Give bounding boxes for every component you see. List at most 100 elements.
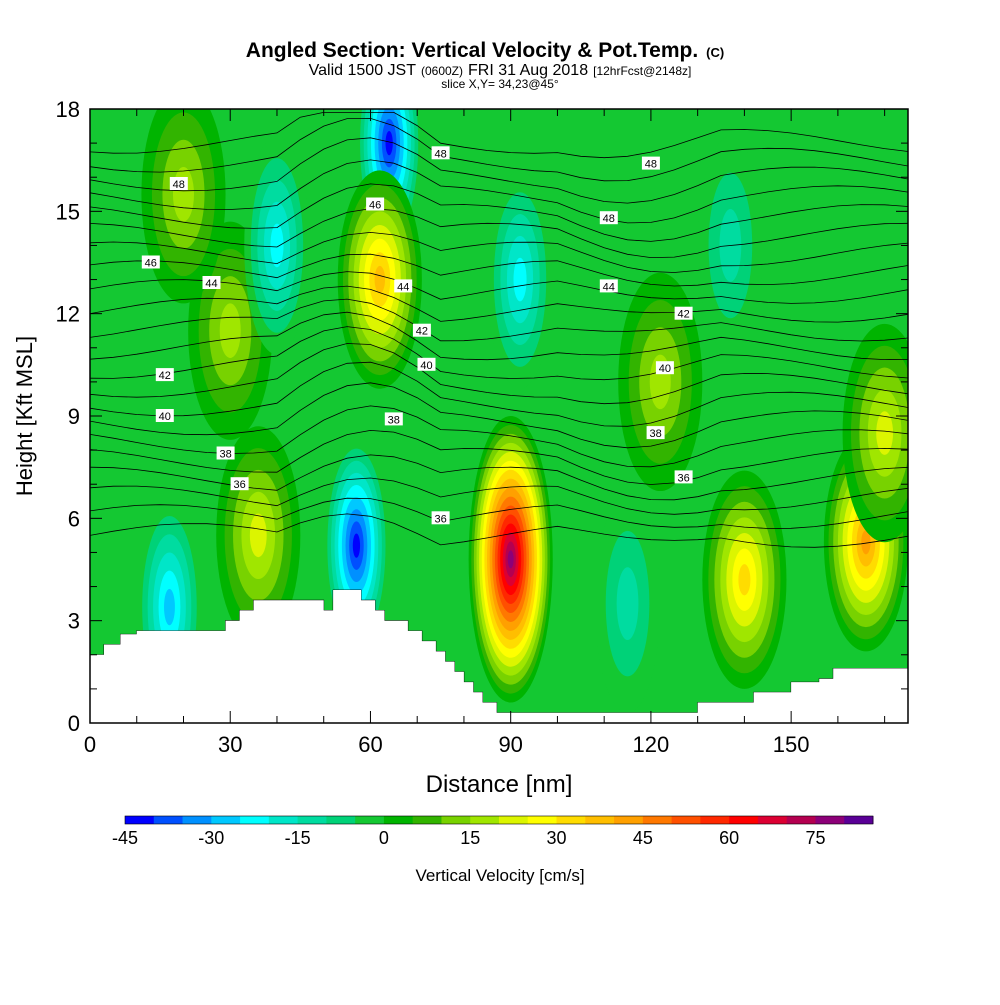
colorbar-swatch	[182, 816, 212, 824]
velocity-contour-band	[385, 130, 393, 156]
x-tick-label: 60	[358, 732, 382, 757]
isentrope-label: 40	[417, 357, 436, 372]
colorbar-swatch	[153, 816, 184, 824]
isentrope-line	[90, 326, 908, 381]
y-tick-label: 12	[56, 302, 80, 327]
isentrope-label-box	[155, 409, 174, 422]
isentrope-label: 46	[366, 197, 385, 212]
isentrope-label: 42	[155, 368, 174, 382]
colorbar-swatch	[355, 816, 385, 824]
velocity-cell	[337, 170, 422, 389]
chart-title: Angled Section: Vertical Velocity & Pot.…	[246, 39, 724, 62]
isentrope-label-text: 40	[420, 360, 432, 372]
colorbar: -45 -30 -15 0 15 30 45 60 75	[112, 815, 874, 848]
isentrope-label: 38	[216, 446, 235, 461]
isentrope-line	[90, 497, 908, 529]
isentrope-line	[90, 271, 908, 304]
isentrope-label-text: 38	[649, 428, 661, 440]
velocity-contour-band	[172, 166, 195, 222]
x-tick-label: 120	[633, 732, 670, 757]
colorbar-tick-label: 60	[719, 828, 739, 848]
isentrope-label-box	[216, 446, 235, 460]
colorbar-swatch	[499, 816, 529, 824]
x-tick-label: 30	[218, 732, 242, 757]
velocity-cell	[141, 109, 226, 304]
isentrope-label: 38	[646, 426, 665, 440]
velocity-cell	[487, 170, 553, 389]
isentrope-label: 48	[169, 177, 188, 191]
velocity-contour-band	[164, 588, 175, 626]
x-axis-label: Distance [nm]	[426, 771, 573, 798]
isentrope-label: 42	[412, 323, 431, 338]
isentrope-label: 38	[384, 412, 403, 426]
isentrope-label: 48	[641, 156, 660, 171]
isentrope-label-box	[674, 306, 693, 320]
isentrope-label-text: 42	[416, 326, 428, 338]
isentrope-label-text: 42	[677, 309, 689, 321]
isentrope-label-text: 44	[397, 281, 409, 293]
isentrope-line	[90, 183, 908, 242]
colorbar-swatch	[614, 816, 644, 824]
y-axis-label: Height [Kft MSL]	[12, 336, 37, 496]
isentrope-labels: 48 46 44 42 40 38 36 46 44 42 40 38 36 48 48 48 44 42 40 38…	[141, 146, 693, 525]
colorbar-swatch	[844, 816, 874, 824]
colorbar-swatch	[326, 816, 356, 824]
y-tick-label: 15	[56, 199, 80, 224]
velocity-contour-band	[374, 265, 386, 294]
isentrope-label-box	[169, 177, 188, 190]
isentrope-label-text: 48	[173, 179, 185, 191]
colorbar-swatch	[412, 816, 442, 824]
isentrope-line	[90, 298, 908, 342]
isentrope-line	[90, 137, 908, 204]
isentrope-line	[90, 454, 908, 501]
isentrope-label-text: 42	[159, 370, 171, 382]
isentrope-label-text: 38	[388, 414, 400, 426]
isentrope-label: 36	[431, 511, 450, 525]
isentrope-label-box	[599, 211, 618, 225]
isentrope-line	[90, 231, 908, 273]
y-tick-label: 9	[68, 404, 80, 429]
velocity-contour-band	[876, 411, 894, 455]
isentrope-label-box	[674, 470, 693, 484]
isentrope-line	[90, 361, 908, 427]
isentrope-label-text: 48	[434, 148, 446, 160]
velocity-cell	[702, 470, 787, 689]
colorbar-swatch	[585, 816, 615, 824]
colorbar-swatch	[470, 816, 500, 824]
velocity-contour-band	[513, 257, 527, 302]
isentrope-line	[90, 382, 908, 449]
isentrope-label: 44	[202, 276, 221, 290]
colorbar-label: Vertical Velocity [cm/s]	[415, 866, 584, 885]
isentrope-label: 46	[141, 255, 160, 270]
velocity-cell	[842, 323, 908, 543]
velocity-cell	[323, 436, 390, 655]
isentrope-lines	[90, 112, 908, 714]
isentrope-label-text: 44	[205, 278, 217, 290]
colorbar-swatch	[240, 816, 270, 824]
isentrope-label: 36	[674, 470, 693, 484]
isentrope-line	[90, 343, 908, 405]
colorbar-frame	[124, 815, 874, 825]
colorbar-swatch	[729, 816, 759, 824]
colorbar-tick-label: -15	[285, 828, 311, 848]
isentrope-label-text: 48	[645, 159, 657, 171]
velocity-cell	[594, 494, 661, 713]
colorbar-swatch	[125, 816, 155, 824]
isentrope-label-box	[394, 279, 413, 293]
colorbar-swatch	[700, 816, 730, 824]
isentrope-label-box	[431, 146, 450, 160]
isentrope-line	[90, 253, 908, 287]
colorbar-swatch	[268, 816, 299, 824]
x-tick-label: 90	[498, 732, 522, 757]
isentrope-label: 48	[431, 146, 450, 160]
isentrope-line	[90, 513, 908, 548]
velocity-contour-band	[616, 567, 639, 640]
velocity-contour-band	[861, 530, 871, 555]
isentrope-label-box	[366, 197, 385, 211]
isentrope-line	[90, 159, 908, 224]
velocity-cell	[244, 136, 310, 355]
isentrope-label-box	[412, 323, 431, 337]
colorbar-swatch	[297, 816, 327, 824]
